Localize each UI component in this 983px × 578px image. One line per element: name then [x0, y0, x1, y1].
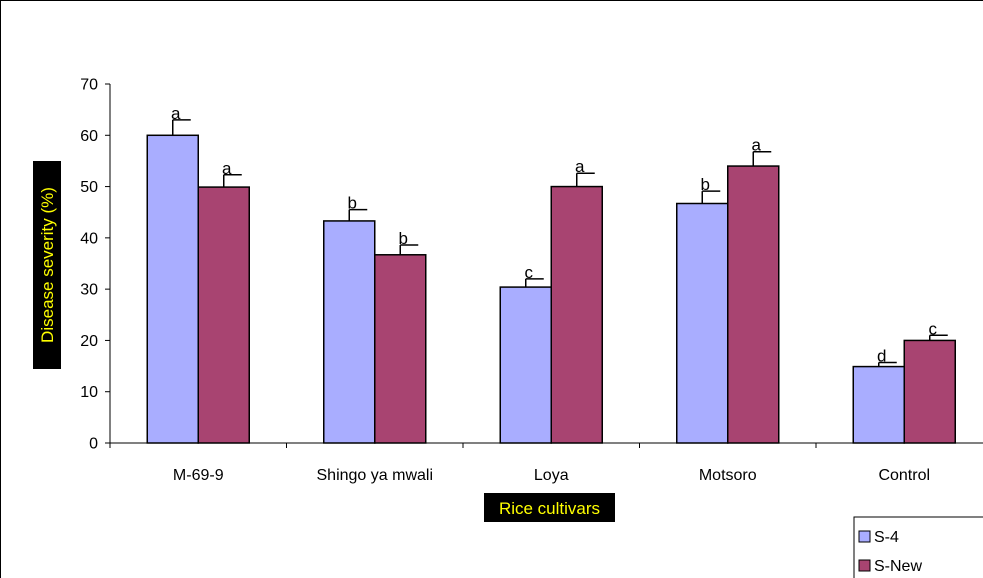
bar	[499, 286, 552, 444]
bar	[197, 186, 250, 444]
y-tick-label: 70	[80, 77, 98, 94]
bar	[550, 185, 603, 444]
significance-letter: a	[752, 136, 762, 155]
legend: S-4 S-New	[853, 516, 983, 578]
significance-letter: c	[525, 263, 534, 282]
bar	[852, 365, 905, 444]
x-tick-label: Control	[878, 467, 930, 484]
y-tick-label: 20	[80, 333, 98, 350]
x-tick-label: M-69-9	[173, 467, 224, 484]
legend-box	[853, 516, 983, 578]
significance-letter: c	[929, 319, 938, 338]
significance-letter: b	[348, 194, 357, 213]
legend-label-snew: S-New	[874, 558, 922, 575]
legend-swatch-s4	[858, 530, 871, 543]
legend-label-s4: S-4	[874, 529, 899, 546]
y-axis-title-box	[33, 161, 61, 369]
significance-letter: a	[575, 157, 585, 176]
bar	[727, 165, 780, 444]
y-tick-label: 40	[80, 230, 98, 247]
x-axis-title-box	[484, 493, 615, 522]
bar	[903, 339, 956, 444]
y-tick-label: 0	[89, 436, 98, 453]
significance-letter: a	[171, 104, 181, 123]
x-axis-title: Rice cultivars	[484, 493, 615, 522]
bar	[676, 202, 729, 444]
y-tick-label: 10	[80, 384, 98, 401]
x-axis-title-text: Rice cultivars	[499, 499, 600, 518]
y-tick-label: 60	[80, 128, 98, 145]
bar	[323, 220, 376, 444]
bar	[374, 254, 427, 444]
significance-letter: b	[399, 229, 408, 248]
legend-swatch-snew	[858, 559, 871, 572]
significance-letter: b	[701, 175, 710, 194]
plot-area: 0 10 20 30 40 50 60 70 M-69-9 Shingo ya mwali Loya…	[80, 77, 983, 484]
x-tick-label: Motsoro	[699, 467, 757, 484]
bar	[146, 134, 199, 444]
x-tick-label: Loya	[534, 467, 569, 484]
x-tick-label: Shingo ya mwali	[317, 467, 434, 484]
y-axis-title-text: Disease severity (%)	[38, 187, 57, 343]
y-tick-label: 30	[80, 282, 98, 299]
significance-letter: a	[222, 159, 232, 178]
y-axis-title: Disease severity (%)	[33, 161, 61, 369]
significance-letter: d	[877, 346, 886, 365]
y-tick-label: 50	[80, 179, 98, 196]
